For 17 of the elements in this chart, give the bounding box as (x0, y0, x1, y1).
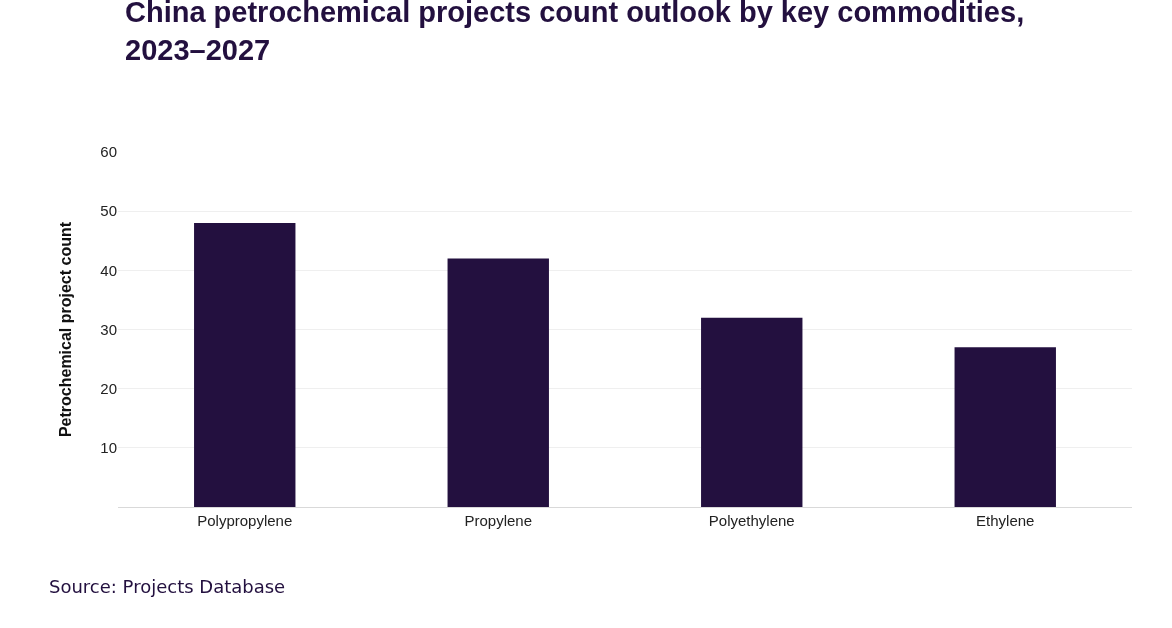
y-tick-label: 50 (100, 202, 117, 220)
bar (701, 317, 803, 507)
y-tick-label: 40 (100, 261, 117, 279)
y-tick-label: 10 (100, 439, 117, 457)
x-tick-label: Polypropylene (197, 512, 293, 529)
y-tick-label: 20 (100, 379, 117, 397)
x-tick-label: Ethylene (976, 512, 1035, 529)
chart-title: China petrochemical projects count outlook by key commodities, 2023–2027 (125, 0, 1025, 66)
x-tick-label: Polyethylene (708, 512, 795, 529)
bar (447, 258, 549, 507)
x-tick-label: Propylene (464, 512, 533, 529)
bar (194, 223, 296, 507)
bar (954, 347, 1056, 507)
y-tick-label: 30 (100, 320, 117, 338)
y-tick-label: 60 (100, 143, 117, 161)
y-axis-title: Petrochemical project count (57, 221, 75, 438)
source-note: Source: Projects Database (49, 576, 286, 597)
